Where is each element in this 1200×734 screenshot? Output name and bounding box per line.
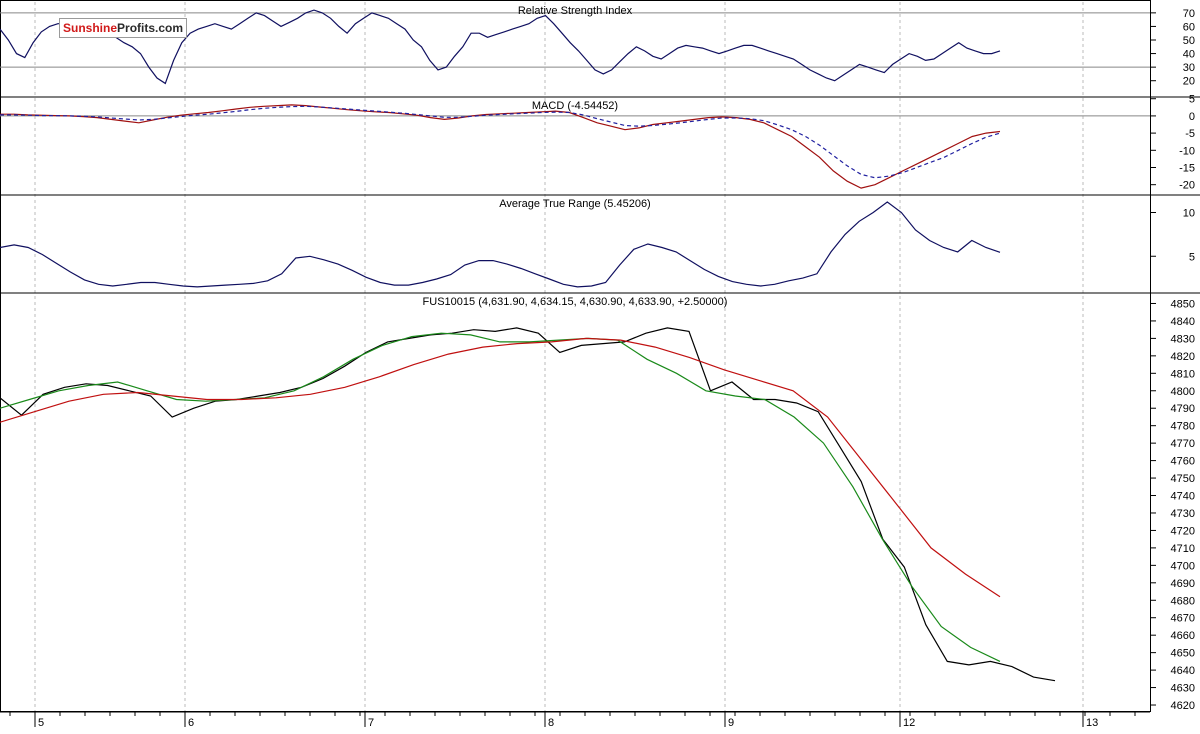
series-line-1-0 xyxy=(0,104,1001,189)
y-tick-label: 10 xyxy=(1183,208,1195,220)
x-tick-label: 7 xyxy=(368,717,374,729)
y-tick-label: 4770 xyxy=(1171,438,1195,450)
series-line-2-0 xyxy=(0,201,1001,288)
y-tick-label: 4630 xyxy=(1171,683,1195,695)
y-tick-label: 4680 xyxy=(1171,595,1195,607)
y-tick-label: 4750 xyxy=(1171,473,1195,485)
panel-title: FUS10015 (4,631.90, 4,634.15, 4,630.90, … xyxy=(423,296,728,308)
logo-part-2: Profits.com xyxy=(117,21,184,35)
y-tick-label: 4820 xyxy=(1171,351,1195,363)
panel-title: Relative Strength Index xyxy=(518,5,633,17)
y-tick-label: 5 xyxy=(1189,94,1195,106)
y-tick-label: 30 xyxy=(1183,62,1195,74)
y-tick-label: 20 xyxy=(1183,76,1195,88)
y-tick-label: 4640 xyxy=(1171,665,1195,677)
y-tick-label: 4700 xyxy=(1171,560,1195,572)
y-tick-label: 4850 xyxy=(1171,298,1195,310)
x-tick-label: 12 xyxy=(903,717,915,729)
y-tick-label: 4690 xyxy=(1171,578,1195,590)
y-tick-label: -5 xyxy=(1185,128,1195,140)
y-tick-label: 4800 xyxy=(1171,386,1195,398)
series-line-0-0 xyxy=(0,9,1001,85)
y-tick-label: 40 xyxy=(1183,49,1195,61)
x-tick-label: 8 xyxy=(548,717,554,729)
y-tick-label: 4650 xyxy=(1171,648,1195,660)
logo-part-1: Sunshine xyxy=(63,21,118,35)
y-tick-label: 5 xyxy=(1189,251,1195,263)
y-tick-label: 4810 xyxy=(1171,368,1195,380)
y-tick-label: 50 xyxy=(1183,35,1195,47)
panel-title: MACD (-4.54452) xyxy=(532,100,618,112)
y-tick-label: 4660 xyxy=(1171,630,1195,642)
y-tick-label: 4670 xyxy=(1171,613,1195,625)
y-tick-label: -10 xyxy=(1179,145,1195,157)
y-tick-label: 4830 xyxy=(1171,333,1195,345)
y-tick-label: 4840 xyxy=(1171,316,1195,328)
x-tick-label: 6 xyxy=(188,717,194,729)
series-line-3-0 xyxy=(0,327,1056,682)
y-tick-label: -15 xyxy=(1179,162,1195,174)
x-tick-label: 9 xyxy=(728,717,734,729)
y-tick-label: 4760 xyxy=(1171,456,1195,468)
x-tick-label: 5 xyxy=(38,717,44,729)
y-tick-label: 60 xyxy=(1183,21,1195,33)
y-tick-label: 4740 xyxy=(1171,491,1195,503)
y-tick-label: 4780 xyxy=(1171,421,1195,433)
x-tick-label: 13 xyxy=(1086,717,1098,729)
y-tick-label: 70 xyxy=(1183,8,1195,20)
series-line-3-2 xyxy=(0,337,1001,598)
panel-title: Average True Range (5.45206) xyxy=(499,198,650,210)
series-line-3-1 xyxy=(0,332,1001,662)
y-tick-label: 4730 xyxy=(1171,508,1195,520)
y-tick-label: 0 xyxy=(1189,111,1195,123)
y-tick-label: 4710 xyxy=(1171,543,1195,555)
series-line-1-1 xyxy=(0,105,1001,179)
y-tick-label: 4720 xyxy=(1171,525,1195,537)
sunshine-profits-logo[interactable]: SunshineProfits.com xyxy=(59,18,187,38)
y-tick-label: -20 xyxy=(1179,180,1195,192)
y-tick-label: 4790 xyxy=(1171,403,1195,415)
y-tick-label: 4620 xyxy=(1171,700,1195,712)
